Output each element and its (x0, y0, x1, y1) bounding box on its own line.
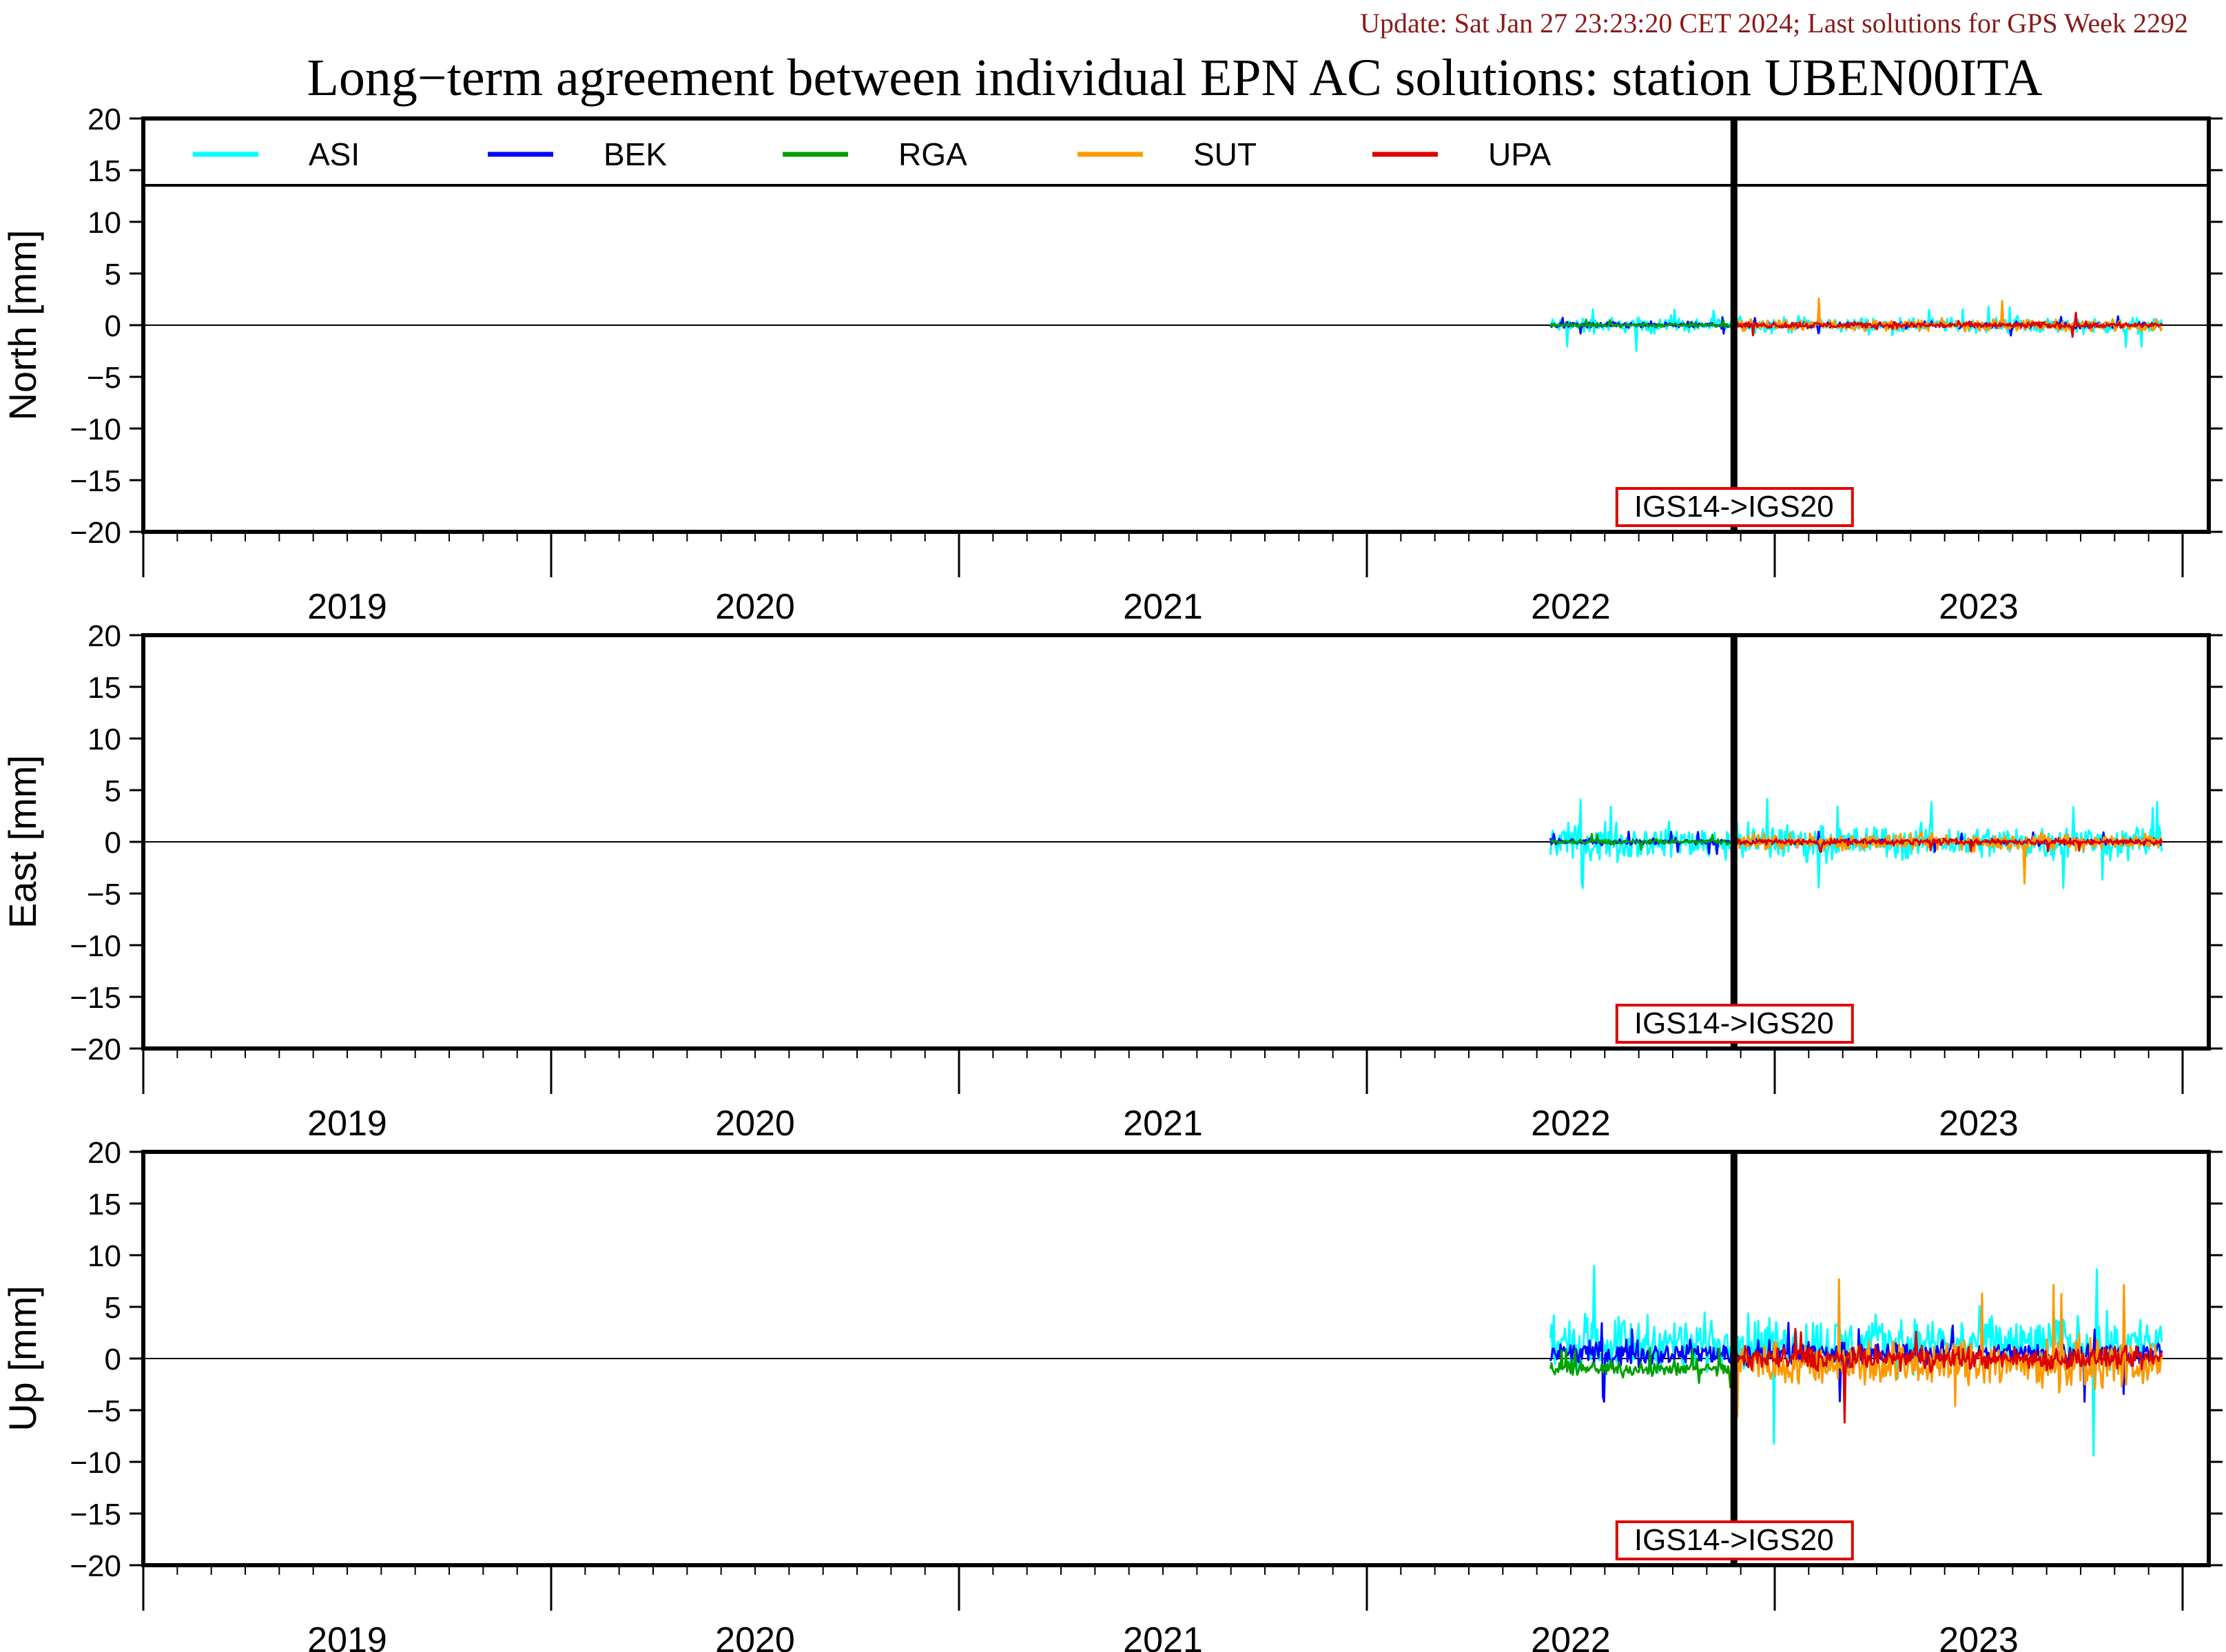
y-tick-label: −15 (70, 1498, 121, 1531)
y-axis-label: Up [mm] (1, 1286, 44, 1432)
y-tick-label: 5 (105, 258, 121, 291)
y-tick-label: 10 (87, 723, 121, 756)
series-line-upa (1733, 311, 2163, 338)
series-line-asi (1549, 798, 2163, 889)
y-tick-label: 0 (105, 826, 121, 860)
series-line-rga (1549, 318, 1735, 329)
series-line-rga (1549, 833, 1735, 851)
y-tick-label: 10 (87, 1239, 121, 1273)
y-tick-label: 5 (105, 774, 121, 808)
y-tick-label: −20 (70, 1033, 121, 1066)
y-tick-label: 20 (87, 1136, 121, 1170)
y-tick-label: 0 (105, 1343, 121, 1376)
y-tick-label: −10 (70, 1446, 121, 1480)
y-axis-label: East [mm] (1, 755, 44, 929)
y-tick-label: −15 (70, 464, 121, 498)
series-line-sut (1733, 1278, 2163, 1418)
y-tick-label: −5 (87, 1394, 121, 1428)
y-axis-label: North [mm] (1, 230, 44, 421)
x-tick-label: 2023 (1939, 1620, 2019, 1652)
y-tick-label: −20 (70, 516, 121, 550)
panel-up: IGS14->IGS20 20 15 10 5 0 −5 −10 −15 −20 Up [mm] 20… (1, 1136, 2223, 1652)
annotation-box (1615, 487, 1854, 527)
y-tick-label: 5 (105, 1291, 121, 1325)
series-line-upa (1733, 837, 2163, 854)
x-tick-label: 2022 (1531, 1620, 1611, 1652)
annotation-label: IGS14->IGS20 (1634, 490, 1834, 524)
chart-title: Long−term agreement between individual E… (307, 49, 2042, 107)
y-tick-label: 15 (87, 671, 121, 705)
y-tick-label: −20 (70, 1549, 121, 1583)
y-tick-label: 0 (105, 309, 121, 343)
legend-label-bek: BEK (604, 136, 667, 172)
x-tick-label: 2022 (1531, 1104, 1611, 1144)
y-tick-label: −15 (70, 981, 121, 1015)
annotation-box (1615, 1520, 1854, 1560)
x-tick-label: 2020 (715, 1104, 795, 1144)
annotation-box (1615, 1004, 1854, 1044)
x-tick-label: 2023 (1939, 1104, 2019, 1144)
y-tick-label: 20 (87, 103, 121, 136)
x-tick-label: 2021 (1123, 1104, 1203, 1144)
annotation-label: IGS14->IGS20 (1634, 1523, 1834, 1557)
series-line-rga (1549, 1347, 1734, 1389)
y-tick-label: 10 (87, 206, 121, 240)
panel-east: IGS14->IGS20 20 15 10 5 0 −5 −10 −15 −20 East [mm]… (1, 619, 2223, 1144)
legend-label-rga: RGA (898, 136, 967, 172)
panel-north: IGS14->IGS20 ASI BEK RGA SUT UPA 20 15 10 5 0 −5 −10… (1, 103, 2223, 627)
x-tick-label: 2021 (1123, 1620, 1203, 1652)
x-tick-label: 2019 (307, 587, 387, 627)
legend-label-asi: ASI (309, 136, 360, 172)
x-tick-label: 2021 (1123, 587, 1203, 627)
x-tick-label: 2023 (1939, 587, 2019, 627)
y-tick-label: 15 (87, 154, 121, 188)
y-tick-label: −5 (87, 361, 121, 395)
x-tick-label: 2020 (715, 1620, 795, 1652)
x-tick-label: 2019 (307, 1620, 387, 1652)
x-tick-label: 2020 (715, 587, 795, 627)
x-tick-label: 2019 (307, 1104, 387, 1144)
legend-label-upa: UPA (1488, 136, 1551, 172)
y-tick-label: 15 (87, 1188, 121, 1221)
update-timestamp: Update: Sat Jan 27 23:23:20 CET 2024; La… (1360, 8, 2188, 39)
legend-label-sut: SUT (1193, 136, 1257, 172)
series-line-upa (1733, 1328, 2163, 1424)
annotation-label: IGS14->IGS20 (1634, 1006, 1834, 1040)
y-tick-label: −10 (70, 929, 121, 963)
x-tick-label: 2022 (1531, 587, 1611, 627)
y-tick-label: −5 (87, 878, 121, 911)
y-tick-label: 20 (87, 619, 121, 653)
y-tick-label: −10 (70, 413, 121, 446)
